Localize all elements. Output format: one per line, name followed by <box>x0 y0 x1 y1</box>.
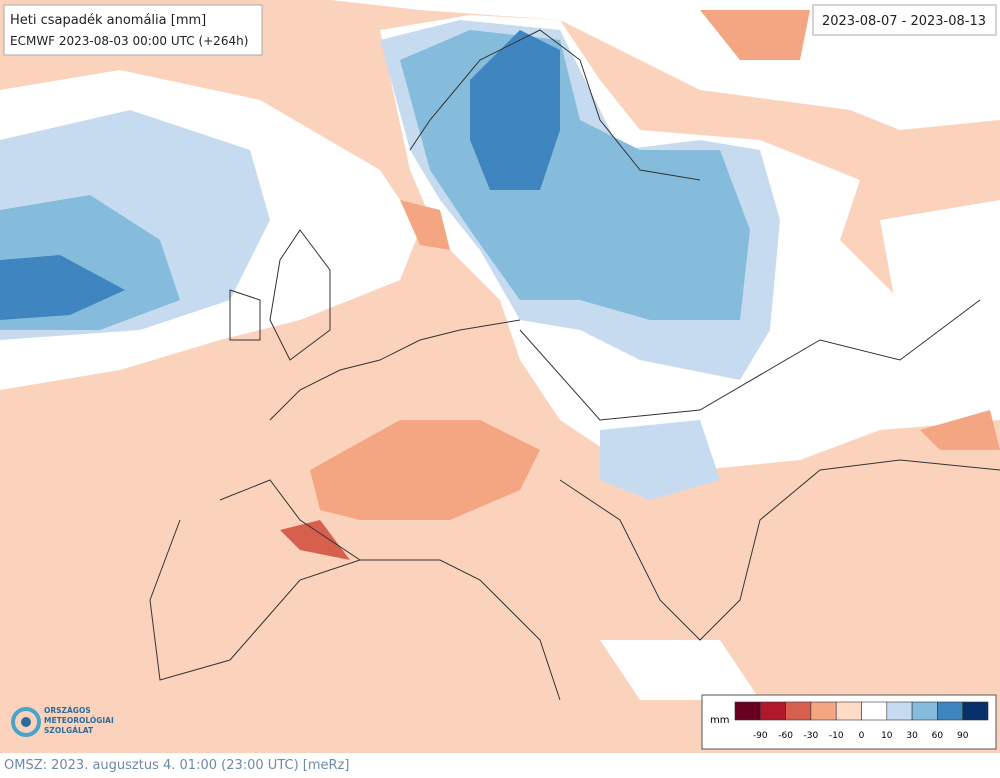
legend-label: 60 <box>932 731 944 741</box>
legend-swatch <box>810 701 837 721</box>
date-range: 2023-08-07 - 2023-08-13 <box>822 14 986 29</box>
legend-swatch <box>937 701 964 721</box>
legend-label: 30 <box>906 731 918 741</box>
legend-swatch <box>911 701 938 721</box>
legend-label: -30 <box>804 731 819 741</box>
logo-line: SZOLGÁLAT <box>44 726 94 735</box>
legend-swatch <box>886 701 913 721</box>
title-box: Heti csapadék anomália [mm] ECMWF 2023-0… <box>3 4 263 56</box>
logo: ORSZÁGOS METEOROLÓGIAI SZOLGÁLAT <box>11 706 114 737</box>
logo-line: METEOROLÓGIAI <box>44 716 114 725</box>
legend-swatch <box>734 701 761 721</box>
legend-label: -10 <box>829 731 844 741</box>
logo-line: ORSZÁGOS <box>44 706 91 715</box>
map: Heti csapadék anomália [mm] ECMWF 2023-0… <box>0 0 1000 753</box>
legend-label: 0 <box>859 731 865 741</box>
footer: OMSZ: 2023. augusztus 4. 01:00 (23:00 UT… <box>4 758 350 773</box>
title: Heti csapadék anomália [mm] <box>10 13 206 28</box>
legend-swatch <box>861 701 888 721</box>
coastlines <box>149 29 1000 701</box>
legend-label: 90 <box>957 731 969 741</box>
legend: mm -90 -60 -30 -10 0 10 30 60 90 <box>701 694 997 750</box>
legend-unit: mm <box>710 715 729 726</box>
legend-label: 10 <box>881 731 893 741</box>
legend-label: -90 <box>753 731 768 741</box>
legend-swatch <box>759 701 786 721</box>
subtitle: ECMWF 2023-08-03 00:00 UTC (+264h) <box>10 34 248 48</box>
legend-swatch <box>785 701 812 721</box>
legend-swatch <box>962 701 989 721</box>
date-box: 2023-08-07 - 2023-08-13 <box>812 4 997 36</box>
legend-label: -60 <box>778 731 793 741</box>
anomaly-areas <box>0 0 1000 700</box>
legend-swatch <box>835 701 862 721</box>
